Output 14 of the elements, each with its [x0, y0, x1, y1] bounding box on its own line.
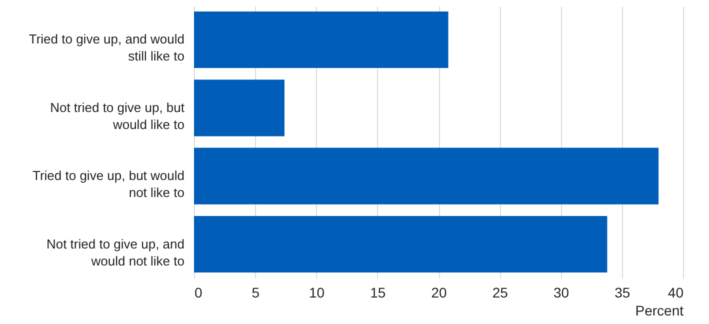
y-tick-label: Tried to give up, and would still like to [28, 32, 184, 64]
x-axis-title: Percent [635, 302, 684, 318]
x-tick-label: 10 [308, 284, 325, 300]
x-tick-label: 15 [370, 284, 386, 300]
x-tick-label: 25 [492, 284, 508, 300]
x-tick-label: 30 [553, 284, 570, 300]
y-tick-label: Not tried to give up, and would not like to [46, 236, 184, 268]
x-tick-label: 0 [194, 284, 202, 300]
x-tick-label: 5 [252, 284, 260, 300]
x-tick-label: 20 [431, 284, 447, 300]
y-tick-label: Tried to give up, but would not like to [32, 168, 184, 200]
x-tick-label: 35 [614, 284, 630, 300]
x-tick-label: 40 [668, 284, 684, 300]
y-tick-label: Not tried to give up, but would like to [50, 100, 185, 132]
